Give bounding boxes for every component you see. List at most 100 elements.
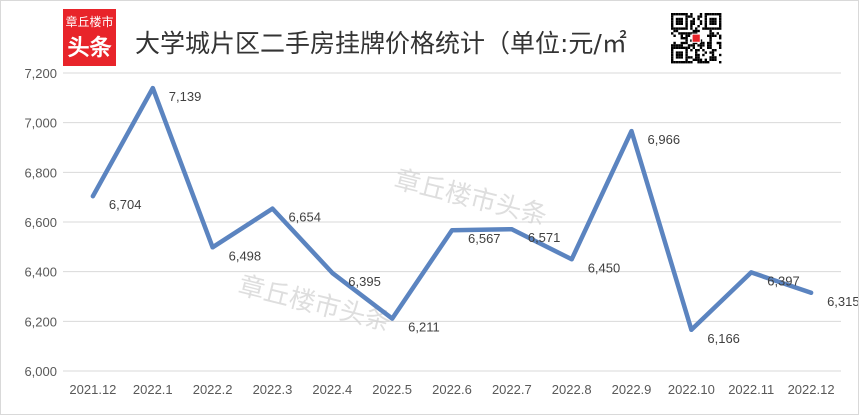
qr-module [719, 61, 722, 64]
qr-module [709, 27, 712, 30]
qr-module [683, 41, 686, 45]
qr-module [678, 51, 681, 54]
qr-module [702, 41, 705, 45]
data-label: 6,211 [408, 320, 440, 335]
qr-module [687, 44, 691, 47]
qr-module [697, 15, 700, 18]
qr-module [692, 22, 695, 25]
qr-module [714, 58, 717, 61]
qr-module [680, 22, 683, 25]
qr-module [675, 53, 679, 57]
qr-module [702, 44, 705, 47]
qr-module [711, 22, 715, 25]
data-point [629, 129, 634, 134]
qr-module [716, 41, 719, 45]
qr-module [680, 61, 683, 64]
qr-module [719, 37, 722, 40]
logo-text-top: 章丘楼市 [65, 14, 113, 29]
qr-module [671, 13, 674, 16]
qr-module [678, 44, 681, 47]
qr-module [678, 20, 681, 23]
qr-module [671, 51, 674, 54]
data-label: 6,571 [528, 230, 561, 245]
qr-module [678, 53, 681, 57]
data-label: 6,704 [109, 197, 142, 212]
y-tick-label: 6,800 [24, 165, 57, 180]
data-point [150, 86, 155, 91]
qr-module [690, 61, 693, 64]
qr-module [697, 17, 700, 21]
qr-module [680, 44, 683, 47]
x-tick-label: 2022.10 [668, 382, 715, 397]
qr-code-icon [671, 13, 722, 64]
y-tick-label: 6,200 [24, 314, 57, 329]
qr-module [699, 46, 703, 49]
qr-module [711, 56, 715, 59]
qr-module [707, 46, 710, 49]
qr-module [709, 29, 712, 33]
qr-module [685, 49, 688, 52]
qr-module [671, 32, 674, 35]
series-line [90, 85, 814, 333]
qr-module [709, 41, 712, 45]
qr-module [687, 34, 691, 37]
qr-module [685, 22, 688, 25]
qr-module [709, 13, 712, 16]
qr-module [692, 46, 695, 49]
qr-module [687, 46, 691, 49]
qr-module [716, 27, 719, 30]
qr-module [685, 46, 688, 49]
data-label: 6,498 [229, 248, 262, 263]
qr-module [719, 20, 722, 23]
data-label: 6,450 [588, 260, 621, 275]
data-label: 6,315 [827, 294, 859, 309]
qr-module [673, 27, 676, 30]
qr-module [683, 32, 686, 35]
qr-module [685, 61, 688, 64]
data-point [90, 194, 95, 199]
qr-module [685, 13, 688, 16]
qr-module [697, 53, 700, 57]
qr-module [695, 49, 698, 52]
qr-module [685, 41, 688, 45]
qr-module [709, 39, 712, 42]
qr-module [707, 61, 710, 64]
qr-module [675, 20, 679, 23]
qr-module [673, 41, 676, 45]
qr-module [707, 13, 710, 16]
qr-module [704, 25, 707, 28]
qr-module [675, 61, 679, 64]
qr-module [678, 32, 681, 35]
qr-module [687, 32, 691, 35]
qr-module [709, 20, 712, 23]
x-tick-label: 2022.11 [728, 382, 774, 397]
qr-module [690, 22, 693, 25]
qr-module [709, 56, 712, 59]
qr-module [685, 20, 688, 23]
qr-module [690, 32, 693, 35]
qr-module [685, 53, 688, 57]
qr-module [675, 46, 679, 49]
qr-module [704, 13, 707, 16]
qr-module [685, 25, 688, 28]
qr-module [671, 15, 674, 18]
qr-module [687, 61, 691, 64]
qr-module [719, 44, 722, 47]
qr-module [690, 13, 693, 16]
qr-module [695, 51, 698, 54]
qr-module [685, 58, 688, 61]
qr-module [680, 53, 683, 57]
qr-module [709, 37, 712, 40]
qr-module [690, 49, 693, 52]
qr-module [714, 17, 717, 21]
qr-module [690, 27, 693, 30]
qr-module [704, 22, 707, 25]
qr-module [690, 15, 693, 18]
qr-module [685, 27, 688, 30]
data-label: 6,654 [288, 210, 321, 225]
data-point [270, 206, 275, 211]
x-tick-label: 2021.12 [69, 382, 116, 397]
qr-module [719, 13, 722, 16]
qr-module [683, 37, 686, 40]
qr-module [709, 44, 712, 47]
